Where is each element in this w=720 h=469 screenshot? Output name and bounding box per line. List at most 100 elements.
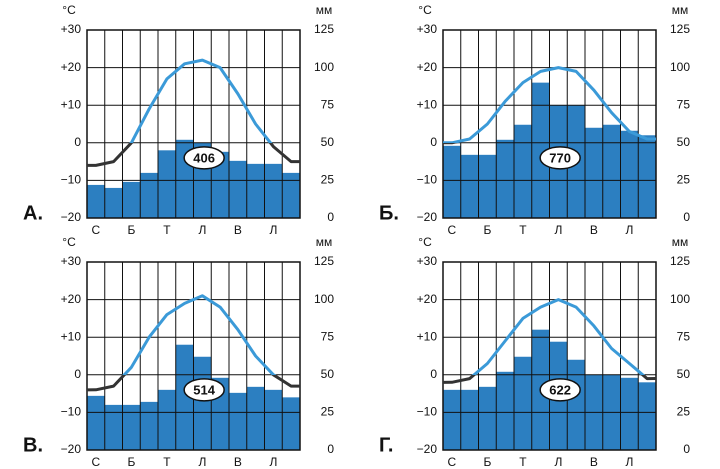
precipitation-bar <box>87 184 105 218</box>
precipitation-bar <box>496 371 514 450</box>
precipitation-bar <box>638 382 656 450</box>
precipitation-bar <box>229 160 247 218</box>
month-label: Т <box>163 455 171 469</box>
y-tick-label: −10 <box>417 173 438 187</box>
precipitation-bar <box>122 404 141 450</box>
y2-tick-label: 25 <box>677 405 691 419</box>
y2-tick-label: 75 <box>677 97 691 111</box>
y-axis-unit: °С <box>418 3 432 17</box>
y-tick-label: +10 <box>417 97 438 111</box>
y2-tick-label: 75 <box>321 329 335 343</box>
precipitation-bar <box>496 139 514 218</box>
month-label: Л <box>625 455 633 469</box>
y2-tick-label: 50 <box>677 135 691 149</box>
precipitation-bar <box>122 181 141 218</box>
y2-tick-label: 100 <box>314 60 334 74</box>
precipitation-bar <box>282 397 300 450</box>
temperature-line <box>86 294 301 392</box>
precipitation-bar <box>158 150 176 218</box>
y-tick-label: 0 <box>74 135 81 149</box>
precipitation-bar <box>246 386 265 450</box>
precipitation-bar <box>443 389 461 450</box>
precipitation-bar <box>567 359 585 450</box>
precipitation-bar <box>264 389 283 450</box>
y2-tick-label: 75 <box>321 97 335 111</box>
precipitation-bar <box>478 386 497 450</box>
month-label: Б <box>483 223 491 237</box>
y-tick-label: −10 <box>61 405 82 419</box>
y-tick-label: +30 <box>61 254 82 268</box>
y2-tick-label: 125 <box>670 22 690 36</box>
month-label: Л <box>198 223 206 237</box>
precipitation-bar <box>104 404 123 450</box>
plot-frame <box>86 261 301 451</box>
y2-tick-label: 50 <box>677 367 691 381</box>
precipitation-bar <box>175 344 194 450</box>
temperature-line <box>443 66 657 145</box>
annotation-oval <box>183 146 225 170</box>
annotation-oval <box>539 378 581 402</box>
precipitation-bar <box>620 377 639 450</box>
month-label: Б <box>127 455 135 469</box>
precipitation-bar <box>460 154 479 218</box>
y-tick-label: +30 <box>61 22 82 36</box>
month-label: Л <box>625 223 633 237</box>
precipitation-bar <box>585 127 603 218</box>
month-label: Л <box>554 455 562 469</box>
precipitation-bar <box>246 163 265 218</box>
y-tick-label: −20 <box>417 210 438 224</box>
y2-axis-unit: мм <box>672 235 689 249</box>
precipitation-bar <box>104 187 123 218</box>
y2-tick-label: 125 <box>670 254 690 268</box>
month-label: Б <box>483 455 491 469</box>
climatogram-panel: +30 +20 +10 0 −10 −20 125 100 75 50 25 0 °С мм Б. С Б Т Л В… <box>379 3 690 237</box>
precipitation-bar <box>514 356 532 450</box>
annotation-oval <box>539 146 581 170</box>
month-label: С <box>92 223 101 237</box>
month-label: Л <box>198 455 206 469</box>
panel-letter: А. <box>23 202 43 224</box>
temperature-line <box>442 298 657 384</box>
plot-frame <box>86 29 301 219</box>
precipitation-bar <box>140 401 158 450</box>
month-label: Л <box>269 455 277 469</box>
precipitation-bar <box>282 172 300 218</box>
y2-tick-label: 25 <box>321 173 335 187</box>
panel-letter: Г. <box>379 434 393 456</box>
precipitation-bar <box>620 130 639 218</box>
y-axis-unit: °С <box>62 3 76 17</box>
y2-tick-label: 50 <box>321 367 335 381</box>
y2-tick-label: 0 <box>683 442 690 456</box>
month-label: С <box>448 455 457 469</box>
y2-axis-unit: мм <box>316 235 333 249</box>
precipitation-bar <box>443 145 461 218</box>
precipitation-bar <box>514 124 532 218</box>
y2-tick-label: 50 <box>321 135 335 149</box>
month-label: В <box>590 455 598 469</box>
climatogram-panel: +30 +20 +10 0 −10 −20 125 100 75 50 25 0 °С мм А. С Б Т Л В… <box>23 3 334 237</box>
panel-letter: В. <box>23 434 43 456</box>
y-tick-label: 0 <box>430 135 437 149</box>
y2-tick-label: 100 <box>670 292 690 306</box>
month-label: В <box>590 223 598 237</box>
month-label: Б <box>127 223 135 237</box>
temperature-line <box>86 58 300 167</box>
y2-tick-label: 75 <box>677 329 691 343</box>
y-tick-label: −10 <box>417 405 438 419</box>
precipitation-bar <box>140 172 158 218</box>
y-tick-label: −10 <box>61 173 82 187</box>
y2-tick-label: 125 <box>314 254 334 268</box>
y-tick-label: +10 <box>61 329 82 343</box>
annotation-total: 406 <box>193 150 215 165</box>
y-tick-label: +30 <box>417 254 438 268</box>
precipitation-bar <box>460 389 479 450</box>
y-tick-label: 0 <box>430 367 437 381</box>
month-label: Т <box>163 223 171 237</box>
y2-tick-label: 125 <box>314 22 334 36</box>
y-tick-label: −20 <box>61 210 82 224</box>
month-label: С <box>92 455 101 469</box>
month-label: Т <box>519 223 527 237</box>
annotation-total: 622 <box>549 382 571 397</box>
month-label: В <box>234 223 242 237</box>
